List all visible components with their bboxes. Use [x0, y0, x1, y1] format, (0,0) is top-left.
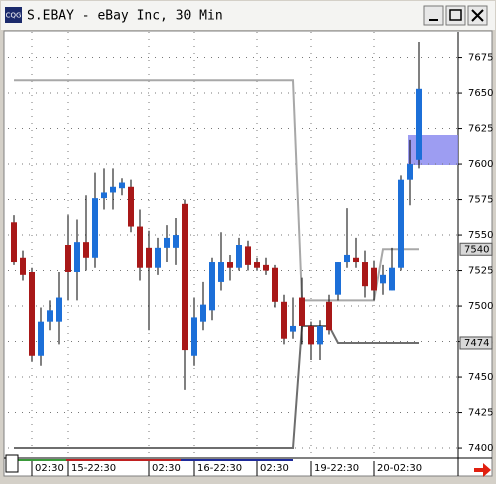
candle-body [254, 262, 260, 268]
plot: 7400742574507475750075257550757576007625… [8, 32, 493, 476]
value-label-box [459, 336, 493, 350]
y-tick-label: 7575 [468, 195, 493, 206]
candle-body [110, 186, 116, 193]
candle-body [146, 247, 152, 268]
title-bar [1, 1, 495, 30]
candle-body [218, 262, 224, 282]
candle-body [83, 242, 89, 258]
scroll-box[interactable] [5, 454, 19, 473]
candle-body [380, 274, 386, 284]
y-tick-label: 7500 [468, 301, 493, 312]
candle-body [416, 88, 422, 160]
candle-body [173, 235, 179, 248]
value-label: 7540 [464, 244, 489, 255]
candle-body [20, 257, 26, 275]
scroll-arrow[interactable] [474, 463, 491, 477]
x-tick-label: 02:30 [260, 463, 289, 474]
candle-body [326, 301, 332, 331]
candle-body [137, 226, 143, 268]
candle-body [155, 247, 161, 268]
candle-body [353, 257, 359, 263]
candle-body [362, 262, 368, 287]
indicator-line [14, 324, 419, 450]
candle-body [398, 179, 404, 268]
session-strip [6, 459, 36, 461]
maximize-icon [449, 9, 462, 21]
y-tick-label: 7625 [468, 124, 493, 135]
candle-body [389, 267, 395, 291]
x-tick-label: 19-22:30 [314, 463, 359, 474]
candle-body [200, 304, 206, 322]
candle-body [245, 246, 251, 265]
app-icon [5, 7, 22, 23]
session-strip [181, 459, 293, 461]
y-tick-label: 7450 [468, 372, 493, 383]
candle-body [92, 198, 98, 258]
y-tick-label: 7425 [468, 408, 493, 419]
y-tick-label: 7550 [468, 230, 493, 241]
candle-body [344, 254, 350, 263]
y-tick-label: 7525 [468, 266, 493, 277]
value-label-box [459, 242, 493, 256]
candle-body [308, 325, 314, 345]
candle-body [407, 164, 413, 180]
candle-body [263, 264, 269, 271]
candle-body [299, 297, 305, 326]
y-tick-label: 7650 [468, 88, 493, 99]
candle-body [371, 267, 377, 291]
x-tick-label: 20-02:30 [377, 463, 422, 474]
minimize-button[interactable] [423, 5, 444, 26]
candle-body [209, 262, 215, 311]
close-icon [471, 9, 484, 22]
candle-body [290, 325, 296, 332]
icon-text: CQG [6, 12, 22, 20]
session-strip [36, 459, 66, 461]
candle-body [119, 182, 125, 189]
candle-body [128, 186, 134, 227]
x-tick-label: 15-22:30 [71, 463, 116, 474]
price-highlight [408, 135, 458, 165]
candle-body [191, 317, 197, 356]
y-tick-label: 7675 [468, 53, 493, 64]
candle-body [101, 192, 107, 199]
candle-body [182, 203, 188, 351]
candle-body [65, 245, 71, 272]
candle-body [38, 321, 44, 356]
candle-body [236, 245, 242, 268]
x-tick-label: 02:30 [152, 463, 181, 474]
value-label: 7474 [464, 338, 489, 349]
candle-body [74, 242, 80, 272]
window-buttons[interactable] [423, 5, 488, 26]
y-tick-label: 7600 [468, 159, 493, 170]
candle-body [227, 262, 233, 268]
candle-body [317, 325, 323, 345]
candle-body [335, 262, 341, 295]
candle-body [272, 267, 278, 302]
maximize-button[interactable] [445, 5, 466, 26]
y-tick-label: 7400 [468, 443, 493, 454]
candle-body [47, 310, 53, 322]
session-strip [66, 459, 181, 461]
candle-body [56, 297, 62, 322]
candle-body [164, 237, 170, 248]
x-tick-label: 02:30 [35, 463, 64, 474]
window-title: S.EBAY - eBay Inc, 30 Min [27, 9, 223, 24]
candle-body [11, 222, 17, 263]
candle-body [29, 271, 35, 356]
x-tick-label: 16-22:30 [197, 463, 242, 474]
indicator-line [14, 79, 419, 302]
candle-body [281, 301, 287, 339]
